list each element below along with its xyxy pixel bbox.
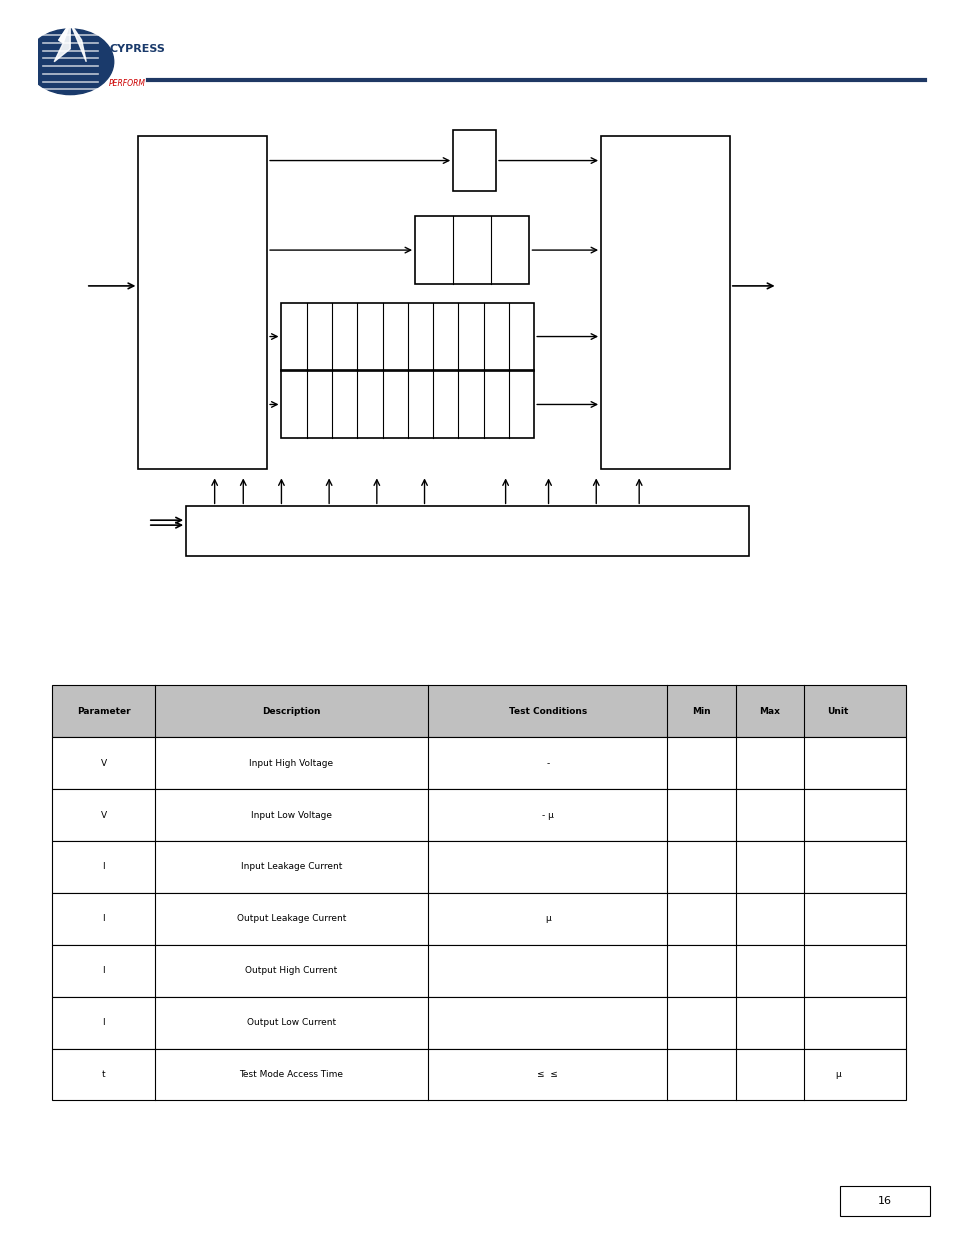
Polygon shape	[54, 22, 71, 62]
Text: Parameter: Parameter	[77, 706, 131, 716]
Polygon shape	[71, 22, 86, 62]
Text: μ: μ	[834, 1070, 840, 1079]
Text: Output Low Current: Output Low Current	[247, 1018, 335, 1028]
Text: CYPRESS: CYPRESS	[109, 43, 165, 54]
Bar	[52, 1049, 905, 1100]
Bar	[52, 893, 905, 945]
Text: Description: Description	[262, 706, 320, 716]
Text: I: I	[102, 862, 105, 872]
Text: -: -	[545, 758, 549, 768]
Text: Min: Min	[691, 706, 710, 716]
Text: Max: Max	[759, 706, 780, 716]
Polygon shape	[59, 22, 71, 43]
Text: Test Mode Access Time: Test Mode Access Time	[239, 1070, 343, 1079]
Text: ≤  ≤: ≤ ≤	[537, 1070, 558, 1079]
Text: I: I	[102, 914, 105, 924]
Text: Input High Voltage: Input High Voltage	[250, 758, 334, 768]
Bar	[186, 506, 748, 556]
Text: Output Leakage Current: Output Leakage Current	[236, 914, 346, 924]
Text: PERFORM: PERFORM	[109, 79, 146, 88]
Text: μ: μ	[544, 914, 550, 924]
Text: I: I	[102, 1018, 105, 1028]
Text: V: V	[100, 758, 107, 768]
Bar	[52, 997, 905, 1049]
Bar	[52, 685, 905, 737]
Bar	[281, 370, 534, 438]
Text: Output High Current: Output High Current	[245, 966, 337, 976]
Bar	[52, 789, 905, 841]
Bar	[52, 841, 905, 893]
Text: Test Conditions: Test Conditions	[508, 706, 586, 716]
Bar	[138, 136, 267, 469]
Text: 16: 16	[877, 1195, 890, 1207]
Bar	[415, 216, 529, 284]
Bar	[600, 136, 729, 469]
Text: - μ: - μ	[541, 810, 553, 820]
Text: t: t	[102, 1070, 106, 1079]
Text: Input Leakage Current: Input Leakage Current	[240, 862, 342, 872]
Circle shape	[27, 28, 113, 95]
Text: Unit: Unit	[826, 706, 848, 716]
Bar	[453, 130, 496, 191]
Bar	[839, 1186, 929, 1216]
Text: I: I	[102, 966, 105, 976]
Text: Input Low Voltage: Input Low Voltage	[251, 810, 332, 820]
Text: V: V	[100, 810, 107, 820]
Bar	[52, 945, 905, 997]
Bar	[281, 303, 534, 370]
Bar	[52, 737, 905, 789]
